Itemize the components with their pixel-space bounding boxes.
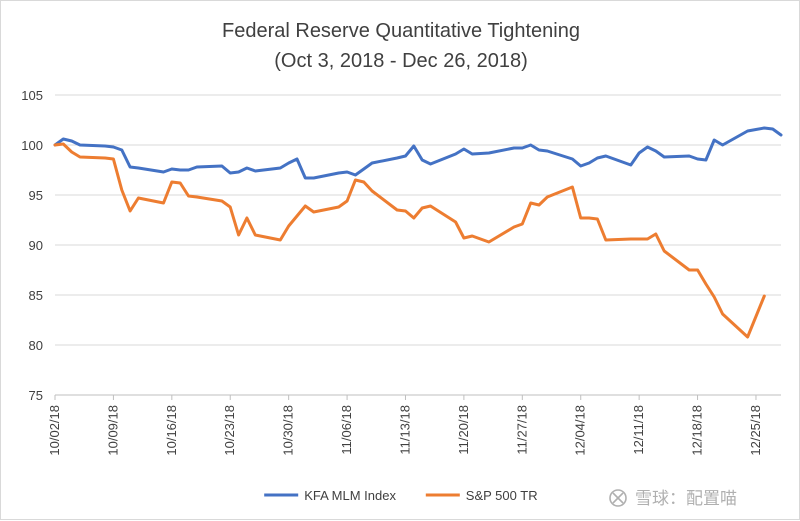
- series-lines: [53, 126, 783, 339]
- x-tick-label: 10/23/18: [222, 405, 237, 456]
- axes: 75 80 85 90 95 100 105 10/02/18 10/09/18 10/16/18…: [21, 88, 781, 456]
- y-tick-label: 100: [21, 138, 43, 153]
- x-tick-label: 11/27/18: [514, 405, 529, 455]
- series-line: [53, 126, 783, 180]
- x-tick-label: 10/30/18: [281, 405, 296, 456]
- watermark: 雪球：配置喵: [609, 489, 737, 509]
- y-tick-label: 95: [29, 188, 43, 203]
- y-tick-label: 105: [21, 88, 43, 103]
- y-tick-label: 75: [29, 388, 43, 403]
- series-line: [53, 142, 766, 339]
- x-tick-label: 12/11/18: [631, 405, 646, 455]
- xueqiu-logo-icon: [609, 489, 627, 507]
- legend-label: KFA MLM Index: [304, 488, 396, 503]
- x-tick-label: 10/09/18: [105, 405, 120, 456]
- chart-subtitle: (Oct 3, 2018 - Dec 26, 2018): [274, 50, 527, 72]
- legend: KFA MLM Index S&P 500 TR: [264, 488, 538, 503]
- x-tick-label: 12/18/18: [690, 405, 705, 456]
- watermark-text: 雪球：配置喵: [635, 489, 737, 509]
- x-tick-label: 11/13/18: [397, 405, 412, 455]
- x-tick-label: 10/16/18: [164, 405, 179, 456]
- chart-title: Federal Reserve Quantitative Tightening: [222, 20, 580, 42]
- y-tick-label: 85: [29, 288, 43, 303]
- legend-label: S&P 500 TR: [466, 488, 538, 503]
- x-tick-label: 11/20/18: [456, 405, 471, 455]
- x-tick-label: 11/06/18: [339, 405, 354, 455]
- x-tick-label: 12/25/18: [748, 405, 763, 456]
- y-tick-label: 80: [29, 338, 43, 353]
- x-tick-label: 10/02/18: [47, 405, 62, 456]
- x-tick-label: 12/04/18: [573, 405, 588, 456]
- gridlines: [55, 94, 781, 346]
- y-tick-label: 90: [29, 238, 43, 253]
